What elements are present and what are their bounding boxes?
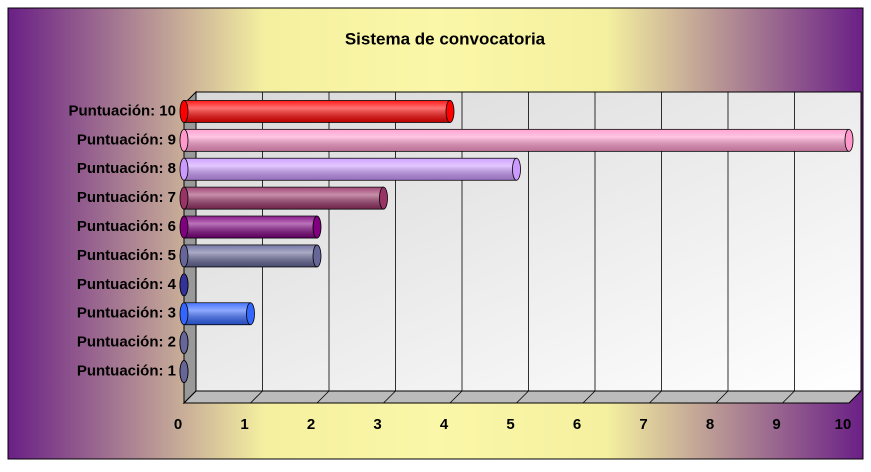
- y-tick-label: Puntuación: 8: [77, 160, 176, 177]
- x-tick-label: 10: [835, 416, 852, 433]
- bar-shine: [184, 129, 849, 151]
- chart-title: Sistema de convocatoria: [345, 29, 546, 48]
- bar-start-cap: [180, 303, 188, 325]
- bar-end-cap: [247, 303, 255, 325]
- y-tick-label: Puntuación: 1: [77, 363, 176, 380]
- y-tick-label: Puntuación: 10: [68, 102, 176, 119]
- y-tick-label: Puntuación: 3: [77, 305, 176, 322]
- bar-end-cap: [446, 100, 454, 122]
- y-tick-label: Puntuación: 9: [77, 131, 176, 148]
- bar-start-cap: [180, 158, 188, 180]
- bar-shine: [184, 303, 251, 325]
- bar-shine: [184, 100, 450, 122]
- x-tick-label: 7: [639, 416, 647, 433]
- bar-start-cap: [180, 129, 188, 151]
- x-tick-label: 5: [506, 416, 514, 433]
- bar-end-cap: [313, 245, 321, 267]
- x-tick-label: 3: [373, 416, 381, 433]
- x-tick-label: 8: [706, 416, 714, 433]
- bar-start-cap: [180, 216, 188, 238]
- x-tick-label: 2: [307, 416, 315, 433]
- y-tick-label: Puntuación: 5: [77, 247, 176, 264]
- x-tick-label: 1: [240, 416, 248, 433]
- x-tick-label: 4: [440, 416, 449, 433]
- bar-end-cap: [313, 216, 321, 238]
- bar-end-cap: [180, 361, 188, 383]
- bar-start-cap: [180, 100, 188, 122]
- bar-start-cap: [180, 187, 188, 209]
- bar-start-cap: [180, 245, 188, 267]
- plot-area: 0 1 2 3 4 5 6 7 8 9 10 Puntuación: 1 Puntuación: 2 Pu…: [68, 92, 861, 433]
- x-tick-label: 9: [772, 416, 780, 433]
- y-tick-label: Puntuación: 7: [77, 189, 176, 206]
- bar-shine: [184, 187, 384, 209]
- bar-end-cap: [380, 187, 388, 209]
- bar-shine: [184, 216, 317, 238]
- bar-shine: [184, 158, 517, 180]
- bar-shine: [184, 245, 317, 267]
- y-tick-label: Puntuación: 4: [77, 276, 177, 293]
- x-tick-label: 6: [573, 416, 581, 433]
- y-tick-label: Puntuación: 6: [77, 218, 176, 235]
- bar-end-cap: [845, 129, 853, 151]
- bar-end-cap: [180, 332, 188, 354]
- bar-end-cap: [513, 158, 521, 180]
- bar-end-cap: [180, 274, 188, 296]
- y-tick-label: Puntuación: 2: [77, 334, 176, 351]
- x-tick-label: 0: [174, 416, 182, 433]
